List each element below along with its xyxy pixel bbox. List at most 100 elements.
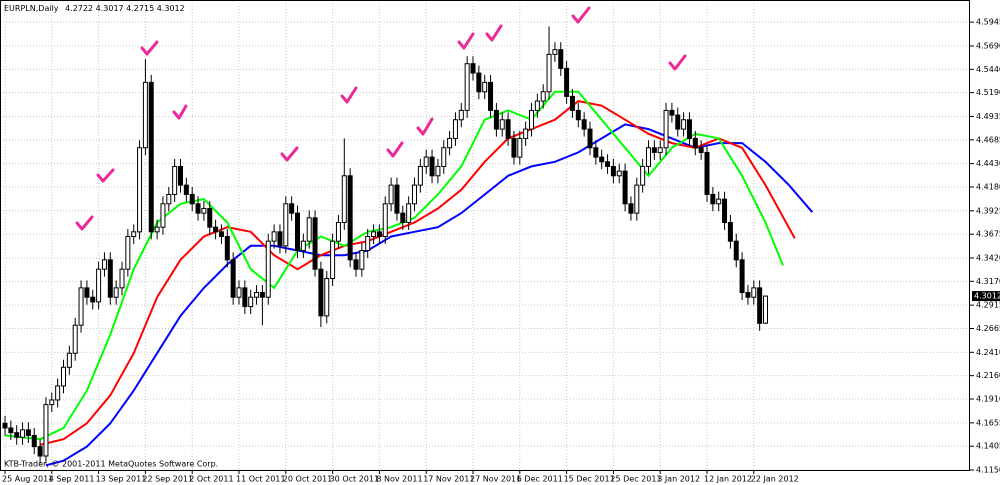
candle-body bbox=[757, 287, 763, 324]
x-tick-label: 22 Jan 2012 bbox=[751, 475, 799, 484]
y-tick-label: 4.1405 bbox=[976, 442, 1000, 451]
candle-body bbox=[113, 287, 119, 298]
candle-body bbox=[412, 184, 417, 205]
candle-body bbox=[722, 198, 728, 223]
candle-body bbox=[599, 156, 605, 163]
candle-body bbox=[400, 212, 406, 223]
candle-body bbox=[558, 49, 564, 69]
y-tick-label: 4.4180 bbox=[976, 182, 1000, 191]
candle-body bbox=[137, 147, 143, 233]
y-tick-label: 4.2915 bbox=[976, 301, 1000, 310]
candle-body bbox=[745, 292, 751, 298]
candle-body bbox=[692, 137, 698, 149]
close-value: 4.3012 bbox=[157, 4, 185, 13]
candle-body bbox=[8, 427, 14, 434]
candle-body bbox=[529, 109, 534, 130]
candle-body bbox=[131, 231, 137, 237]
candle-body bbox=[306, 217, 312, 242]
x-tick-label: 13 Sep 2011 bbox=[96, 475, 147, 484]
candle-body bbox=[213, 226, 219, 233]
check-mark bbox=[386, 141, 404, 158]
candle-body bbox=[581, 119, 587, 130]
x-tick-label: 17 Nov 2011 bbox=[423, 475, 474, 484]
candle-body bbox=[218, 231, 224, 237]
candle-body bbox=[517, 137, 523, 158]
candle-body bbox=[61, 366, 66, 387]
candle-body bbox=[236, 287, 242, 298]
candle-body bbox=[43, 404, 49, 457]
candle-body bbox=[248, 296, 254, 308]
candle-body bbox=[295, 212, 300, 252]
candle-body bbox=[569, 95, 575, 111]
candle-body bbox=[675, 114, 681, 130]
candle-body bbox=[148, 81, 154, 233]
candle-body bbox=[564, 67, 570, 97]
candle-body bbox=[716, 198, 722, 205]
candle-body bbox=[178, 165, 183, 186]
candle-body bbox=[552, 49, 558, 55]
y-tick-label: 4.4935 bbox=[976, 112, 1000, 121]
candle-body bbox=[663, 109, 669, 149]
x-tick-label: 22 Sep 2011 bbox=[142, 475, 193, 484]
candle-body bbox=[183, 184, 189, 195]
check-mark bbox=[571, 6, 591, 24]
x-tick-label: 25 Aug 2011 bbox=[2, 475, 53, 484]
candle-body bbox=[254, 292, 260, 298]
candle-body bbox=[482, 81, 488, 93]
candle-body bbox=[452, 119, 458, 139]
check-mark bbox=[140, 40, 159, 56]
candle-body bbox=[681, 119, 687, 130]
candle-body bbox=[107, 259, 113, 298]
candle-body bbox=[347, 175, 353, 261]
candle-body bbox=[622, 170, 628, 205]
x-tick-label: 27 Nov 2011 bbox=[470, 475, 521, 484]
candle-body bbox=[388, 184, 394, 205]
candle-body bbox=[511, 137, 517, 158]
axes: 4.5945 4.5690 4.5440 4.5190 4.4935 4.4685 4.44… bbox=[2, 18, 1000, 484]
candle-body bbox=[66, 352, 72, 368]
candle-body bbox=[605, 161, 611, 167]
x-tick-label: 20 Oct 2011 bbox=[283, 475, 332, 484]
candle-body bbox=[382, 203, 388, 237]
candle-body bbox=[546, 53, 552, 93]
candle-body bbox=[640, 165, 646, 186]
candle-body bbox=[523, 128, 529, 139]
candle-body bbox=[142, 81, 148, 149]
low-value: 4.2715 bbox=[126, 4, 154, 13]
candle-body bbox=[616, 170, 622, 177]
x-tick-label: 3 Jan 2012 bbox=[657, 475, 700, 484]
candle-body bbox=[230, 259, 236, 298]
candle-body bbox=[242, 287, 248, 308]
candle-body bbox=[447, 137, 453, 149]
candle-body bbox=[49, 399, 55, 406]
candle-body bbox=[341, 175, 347, 223]
candle-body bbox=[634, 184, 640, 214]
candle-body bbox=[488, 81, 494, 111]
candle-body bbox=[335, 221, 341, 242]
check-mark bbox=[457, 32, 475, 50]
check-mark bbox=[340, 86, 358, 104]
x-tick-label: 30 Oct 2011 bbox=[330, 475, 379, 484]
moving-average-line bbox=[45, 123, 814, 467]
price-box bbox=[972, 291, 1000, 302]
check-mark bbox=[416, 117, 434, 136]
candle-body bbox=[540, 91, 546, 102]
candle-body bbox=[265, 240, 271, 298]
y-tick-label: 4.3170 bbox=[976, 277, 1000, 286]
watermark: KTB-Trader, © 2001-2011 MetaQuotes Softw… bbox=[4, 460, 218, 469]
check-mark bbox=[75, 215, 94, 231]
y-tick-label: 4.3925 bbox=[976, 206, 1000, 215]
candle-body bbox=[119, 268, 125, 289]
y-tick-label: 4.2410 bbox=[976, 348, 1000, 357]
candle-body bbox=[224, 235, 230, 261]
y-tick-label: 4.2160 bbox=[976, 371, 1000, 380]
candle-body bbox=[698, 147, 704, 153]
candle-body bbox=[534, 100, 540, 111]
candle-body bbox=[72, 324, 78, 354]
high-value: 4.3017 bbox=[96, 4, 124, 13]
candle-body bbox=[359, 250, 365, 270]
candle-body bbox=[575, 109, 581, 121]
candle-body bbox=[610, 165, 616, 177]
symbol: EURPLN,Daily bbox=[4, 4, 59, 13]
